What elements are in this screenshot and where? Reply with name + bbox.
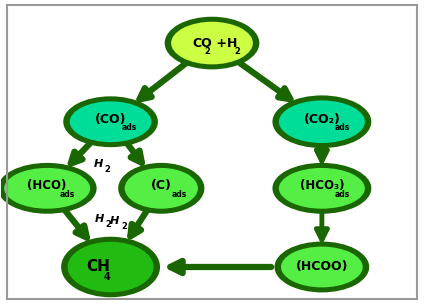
- Text: (CO₂): (CO₂): [304, 113, 340, 126]
- Ellipse shape: [279, 245, 364, 289]
- Text: ads: ads: [172, 190, 187, 199]
- Ellipse shape: [165, 17, 259, 69]
- Text: ads: ads: [335, 190, 350, 199]
- Text: (HCO): (HCO): [28, 179, 67, 192]
- Ellipse shape: [118, 163, 204, 214]
- Ellipse shape: [0, 163, 97, 214]
- Ellipse shape: [273, 95, 371, 148]
- Ellipse shape: [275, 242, 369, 292]
- Text: (HCO₃): (HCO₃): [300, 179, 344, 192]
- Text: ads: ads: [60, 190, 75, 199]
- Text: (C): (C): [151, 179, 172, 192]
- Ellipse shape: [123, 167, 199, 210]
- Text: ads: ads: [335, 123, 350, 132]
- Text: CH: CH: [86, 260, 111, 275]
- Text: 2: 2: [121, 222, 127, 231]
- Ellipse shape: [3, 167, 92, 210]
- Ellipse shape: [61, 237, 160, 297]
- Text: 2: 2: [204, 47, 210, 56]
- Ellipse shape: [66, 240, 155, 294]
- Text: +H: +H: [212, 36, 237, 50]
- Ellipse shape: [170, 20, 254, 66]
- Text: 2: 2: [104, 165, 110, 174]
- Text: 2: 2: [106, 220, 111, 229]
- Ellipse shape: [277, 167, 366, 210]
- Text: (HCOO): (HCOO): [296, 261, 348, 274]
- Text: ads: ads: [121, 123, 137, 132]
- Text: H: H: [95, 214, 103, 224]
- Text: 2: 2: [234, 47, 240, 56]
- Text: H: H: [110, 216, 120, 226]
- Text: (CO): (CO): [95, 113, 126, 126]
- Text: CO: CO: [192, 36, 212, 50]
- Ellipse shape: [277, 99, 366, 144]
- Ellipse shape: [273, 163, 371, 214]
- Text: 4: 4: [103, 272, 110, 282]
- Ellipse shape: [68, 100, 153, 143]
- Text: H: H: [93, 159, 103, 169]
- Ellipse shape: [63, 96, 158, 147]
